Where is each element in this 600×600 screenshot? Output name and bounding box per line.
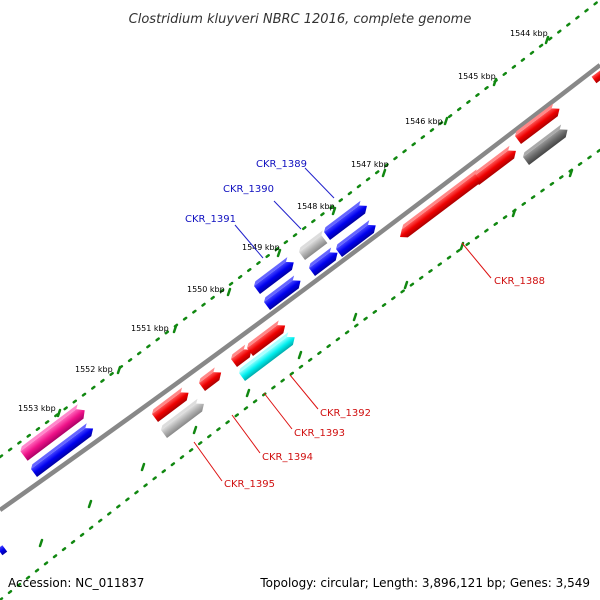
gene-label-ckr-1393[interactable]: CKR_1393 bbox=[294, 428, 345, 439]
gene-label-ckr-1394[interactable]: CKR_1394 bbox=[262, 452, 313, 463]
genome-summary-label: Topology: circular; Length: 3,896,121 bp… bbox=[260, 576, 590, 590]
gene-arrow-magenta[interactable] bbox=[19, 403, 89, 461]
genome-title: Clostridium kluyveri NBRC 12016, complet… bbox=[129, 12, 472, 27]
tick-label-1546: 1546 kbp bbox=[405, 117, 443, 126]
tick-label-1552: 1552 kbp bbox=[75, 365, 113, 374]
gene-ckr-1394-arrow[interactable] bbox=[197, 366, 224, 391]
tick-label-1548: 1548 kbp bbox=[297, 202, 335, 211]
gene-ckr-1392-arrow[interactable] bbox=[245, 319, 288, 356]
gene-ckr-1389-arrow[interactable] bbox=[322, 200, 370, 240]
gene-arrow[interactable] bbox=[334, 219, 379, 257]
gene-arrow-gray[interactable] bbox=[159, 398, 207, 438]
leader-lines-red bbox=[193, 242, 492, 482]
tick-label-1549: 1549 kbp bbox=[242, 243, 280, 252]
gene-ckr-1391-arrow[interactable] bbox=[252, 256, 297, 294]
gene-arrow-gray[interactable] bbox=[521, 123, 570, 165]
gene-ckr-1393-arrow[interactable] bbox=[237, 331, 298, 381]
gene-arrow[interactable] bbox=[513, 102, 562, 144]
gene-label-ckr-1395[interactable]: CKR_1395 bbox=[224, 479, 275, 490]
gene-label-ckr-1388[interactable]: CKR_1388 bbox=[494, 276, 545, 287]
gene-arrow[interactable] bbox=[29, 422, 96, 477]
gene-label-ckr-1391[interactable]: CKR_1391 bbox=[185, 214, 236, 225]
leader-lines-blue bbox=[234, 167, 335, 259]
gene-arrow[interactable] bbox=[471, 145, 519, 185]
gene-arrow[interactable] bbox=[262, 274, 303, 310]
gene-label-ckr-1390[interactable]: CKR_1390 bbox=[223, 184, 274, 195]
gene-arrow[interactable] bbox=[307, 246, 340, 276]
tick-label-1545: 1545 kbp bbox=[458, 72, 496, 81]
tick-label-1544: 1544 kbp bbox=[510, 29, 548, 38]
gene-ckr-1395-arrow[interactable] bbox=[150, 386, 191, 422]
genome-backbone bbox=[0, 63, 600, 512]
gene-label-ckr-1392[interactable]: CKR_1392 bbox=[320, 408, 371, 419]
inner-ticks bbox=[38, 168, 574, 548]
tick-label-1553: 1553 kbp bbox=[18, 404, 56, 413]
accession-label: Accession: NC_011837 bbox=[8, 576, 145, 590]
inner-scale-ring bbox=[0, 148, 600, 600]
tick-label-1550: 1550 kbp bbox=[187, 285, 225, 294]
gene-label-ckr-1389[interactable]: CKR_1389 bbox=[256, 159, 307, 170]
gene-arrow[interactable] bbox=[229, 343, 254, 367]
gene-arrow[interactable] bbox=[0, 545, 8, 556]
gene-ckr-1390-arrow[interactable] bbox=[297, 230, 330, 260]
outer-ticks bbox=[56, 35, 550, 418]
gene-ckr-1388-arrow[interactable] bbox=[395, 169, 484, 241]
tick-label-1547: 1547 kbp bbox=[351, 160, 389, 169]
tick-label-1551: 1551 kbp bbox=[131, 324, 169, 333]
